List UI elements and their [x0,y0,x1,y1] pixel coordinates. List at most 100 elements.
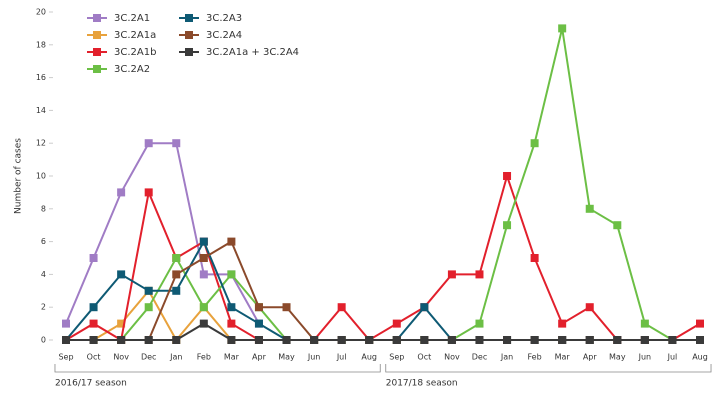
x-tick-label: Feb [197,353,211,362]
data-point [117,336,126,344]
data-point [172,336,181,344]
data-point [117,188,126,197]
data-point [172,139,181,148]
data-point [613,336,622,344]
data-point [585,204,594,213]
season-label: 2017/18 season [386,379,458,389]
series-line [66,28,700,341]
data-point [585,336,594,344]
y-tick-label: 12 [36,139,46,148]
data-point [199,303,208,312]
data-point [392,319,401,328]
y-tick-label: 2 [41,303,46,312]
data-point [172,254,181,262]
x-tick-label: Aug [361,353,377,362]
x-tick-label: Sep [58,353,73,362]
data-point [199,237,208,246]
data-point [530,336,539,344]
data-point [117,270,126,279]
data-point [558,336,567,344]
data-point [447,336,456,344]
data-point [89,319,98,328]
data-point [254,336,263,344]
y-axis-label: Number of cases [14,138,24,214]
x-tick-label: Mar [224,353,240,362]
x-tick-label: May [278,353,295,362]
data-point [144,336,153,344]
data-point [420,303,429,312]
data-point [144,139,153,148]
data-point [558,24,567,33]
data-point [144,188,153,197]
data-point [282,303,291,312]
y-tick-label: 0 [41,336,46,345]
data-point [227,303,236,312]
data-point [89,303,98,312]
legend-marker [93,48,101,56]
x-tick-label: Feb [528,353,542,362]
data-point [696,319,704,328]
data-point [89,336,98,344]
x-tick-label: Dec [472,353,487,362]
x-tick-label: Sep [389,353,404,362]
data-point [503,336,512,344]
data-point [144,303,153,312]
series-line [65,172,701,342]
legend-marker [185,31,193,39]
x-tick-label: Jun [307,353,321,362]
legend-label: 3C.2A1b [114,47,156,58]
legend-marker [93,31,101,39]
data-point [640,336,649,344]
y-tick-label: 10 [36,172,46,181]
x-tick-label: Apr [583,353,598,362]
x-tick-label: Jul [667,353,678,362]
data-point [117,319,126,328]
data-point [144,286,153,295]
data-point [503,221,512,230]
data-point [310,336,319,344]
data-point [199,319,208,328]
data-point [337,336,346,344]
data-point [668,336,677,344]
y-tick-label: 4 [41,270,46,279]
data-point [503,172,512,180]
data-point [365,336,374,344]
data-point [558,319,567,328]
x-tick-label: Oct [87,353,101,362]
legend-label: 3C.2A1a + 3C.2A4 [206,47,299,58]
x-tick-label: Oct [417,353,431,362]
data-point [254,303,263,312]
legend-label: 3C.2A1 [114,13,150,24]
x-tick-label: Jan [500,353,513,362]
x-tick-label: Nov [113,353,129,362]
series-line [65,142,260,325]
data-point [227,319,236,328]
x-tick-label: Apr [252,353,267,362]
data-point [475,270,484,279]
data-point [227,336,236,344]
data-point [530,254,539,262]
data-point [62,336,70,344]
data-point [254,319,263,328]
data-point [172,270,181,279]
data-point [89,254,98,262]
legend-label: 3C.2A2 [114,64,150,75]
data-point [585,303,594,312]
data-point [199,254,208,262]
legend-marker [93,65,101,73]
data-point [640,319,649,328]
y-tick-label: 14 [36,106,46,115]
data-point [475,336,484,344]
y-tick-label: 6 [41,237,46,246]
data-point [475,319,484,328]
data-point [62,319,70,328]
data-point [530,139,539,148]
x-tick-label: Nov [444,353,460,362]
season-bracket [385,364,712,373]
legend-label: 3C.2A3 [206,13,242,24]
x-tick-label: Dec [141,353,156,362]
x-tick-label: Jul [336,353,347,362]
y-tick-label: 16 [36,73,46,82]
data-point [420,336,429,344]
